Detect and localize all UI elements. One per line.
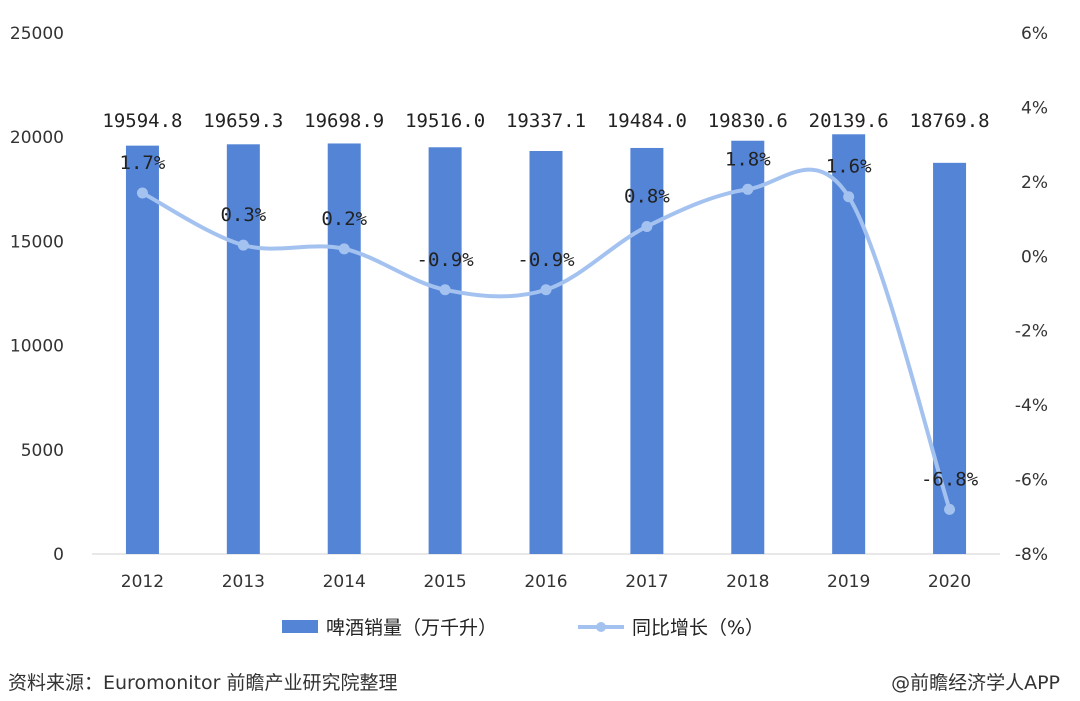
x-tick-label: 2018 xyxy=(726,572,769,592)
line-point xyxy=(338,243,350,255)
bar xyxy=(731,140,765,555)
x-tick-label: 2013 xyxy=(222,572,265,592)
legend-label-line: 同比增长（%） xyxy=(632,617,764,639)
legend-swatch-bar xyxy=(282,620,318,633)
bar xyxy=(428,147,462,554)
line-value-label: 0.8% xyxy=(624,186,670,208)
left-tick-label: 5000 xyxy=(21,441,64,461)
x-tick-label: 2014 xyxy=(323,572,366,592)
line-point xyxy=(540,284,552,296)
line-point xyxy=(439,284,451,296)
bar-series xyxy=(125,134,967,555)
line-point xyxy=(237,239,249,251)
line-point xyxy=(843,191,855,203)
bar-value-label: 19830.6 xyxy=(708,110,788,132)
left-tick-label: 10000 xyxy=(10,337,64,357)
line-value-label: 1.7% xyxy=(120,152,166,174)
line-data-labels: 1.7% 0.3% 0.2% -0.9% -0.9% 0.8% 1.8% 1.6% -6.8% xyxy=(120,148,979,490)
right-tick-label: -4% xyxy=(1015,396,1048,416)
growth-points xyxy=(136,183,956,515)
line-value-label: 0.2% xyxy=(321,208,367,230)
chart: 0 5000 10000 15000 20000 25000 -8% -6% -4% -2% 0%… xyxy=(10,24,1048,639)
x-tick-label: 2017 xyxy=(625,572,668,592)
right-tick-label: 0% xyxy=(1021,247,1048,267)
x-tick-label: 2016 xyxy=(524,572,567,592)
x-tick-label: 2012 xyxy=(121,572,164,592)
bar xyxy=(125,145,159,555)
bar xyxy=(933,162,967,554)
left-tick-label: 25000 xyxy=(10,24,64,44)
x-tick-label: 2019 xyxy=(827,572,870,592)
left-tick-label: 0 xyxy=(53,545,64,565)
line-point xyxy=(944,503,956,515)
line-value-label: 1.8% xyxy=(725,148,771,170)
right-tick-label: 6% xyxy=(1021,24,1048,44)
line-value-label: 1.6% xyxy=(826,156,872,178)
line-value-label: 0.3% xyxy=(220,204,266,226)
bar-value-label: 18769.8 xyxy=(910,110,990,132)
bar-value-label: 20139.6 xyxy=(809,110,889,132)
right-tick-label: -2% xyxy=(1015,322,1048,342)
growth-line xyxy=(140,167,952,512)
line-value-label: -0.9% xyxy=(417,249,475,271)
line-point xyxy=(641,221,653,233)
bar-value-label: 19594.8 xyxy=(102,110,182,132)
right-tick-label: -8% xyxy=(1015,545,1048,565)
right-tick-label: 4% xyxy=(1021,98,1048,118)
legend: 啤酒销量（万千升） 同比增长（%） xyxy=(282,617,764,639)
bar xyxy=(529,151,563,554)
line-point xyxy=(136,187,148,199)
x-tick-label: 2015 xyxy=(423,572,466,592)
bar-value-label: 19516.0 xyxy=(405,110,485,132)
bar-value-label: 19698.9 xyxy=(304,110,384,132)
bar-value-label: 19484.0 xyxy=(607,110,687,132)
line-point xyxy=(742,183,754,195)
bar-data-labels: 19594.8 19659.3 19698.9 19516.0 19337.1 19484… xyxy=(102,110,989,132)
left-tick-label: 20000 xyxy=(10,128,64,148)
right-tick-label: -6% xyxy=(1015,471,1048,491)
x-tick-label: 2020 xyxy=(928,572,971,592)
line-value-label: -0.9% xyxy=(517,249,575,271)
legend-swatch-marker xyxy=(596,622,606,632)
bar xyxy=(327,143,361,555)
bar-value-label: 19659.3 xyxy=(203,110,283,132)
line-value-label: -6.8% xyxy=(921,468,979,490)
right-tick-label: 2% xyxy=(1021,173,1048,193)
bar xyxy=(832,134,866,554)
source-note: 资料来源：Euromonitor 前瞻产业研究院整理 xyxy=(8,672,398,694)
bar xyxy=(630,147,664,555)
left-axis-ticks: 0 5000 10000 15000 20000 25000 xyxy=(10,24,64,565)
credit-note: @前瞻经济学人APP xyxy=(891,672,1060,694)
x-axis-ticks: 2012 2013 2014 2015 2016 2017 2018 2019 2020 xyxy=(121,572,971,592)
right-axis-ticks: -8% -6% -4% -2% 0% 2% 4% 6% xyxy=(1015,24,1048,565)
legend-label-bar: 啤酒销量（万千升） xyxy=(326,617,497,639)
left-tick-label: 15000 xyxy=(10,232,64,252)
bar xyxy=(226,144,260,555)
bar-value-label: 19337.1 xyxy=(506,110,586,132)
